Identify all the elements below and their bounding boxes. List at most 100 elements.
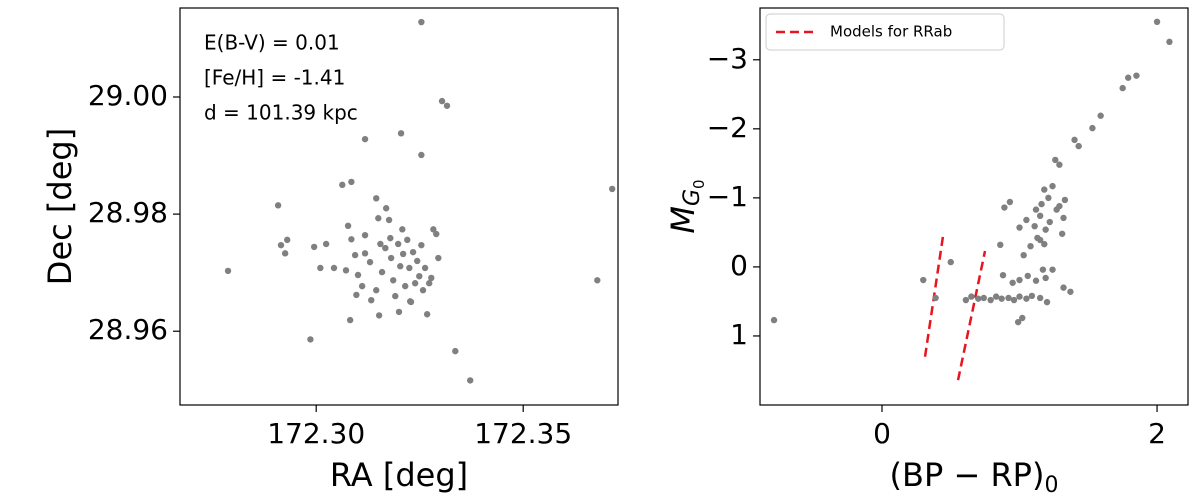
point <box>404 236 411 244</box>
point <box>1006 198 1014 206</box>
point <box>1052 156 1059 164</box>
point <box>609 185 616 193</box>
point <box>399 250 407 258</box>
point <box>351 251 359 259</box>
point <box>947 258 954 266</box>
point <box>1036 236 1044 244</box>
point <box>428 274 435 282</box>
point <box>467 377 474 384</box>
point <box>366 258 374 266</box>
point <box>1058 230 1066 237</box>
point <box>1153 18 1161 26</box>
point <box>1032 206 1040 213</box>
point <box>968 293 975 300</box>
point <box>344 222 352 230</box>
annotation: E(B-V) = 0.01 <box>204 31 340 55</box>
y-tick-label: 28.98 <box>88 196 168 229</box>
point <box>438 97 446 105</box>
point <box>1019 314 1026 322</box>
point <box>419 287 427 294</box>
point <box>411 280 419 287</box>
label-part: 0 <box>690 179 708 189</box>
point <box>1067 288 1074 295</box>
axes-frame <box>179 7 619 406</box>
point <box>1049 182 1056 190</box>
point <box>339 181 346 189</box>
point <box>348 236 355 243</box>
point <box>382 244 389 252</box>
point <box>997 241 1004 249</box>
point <box>406 298 414 305</box>
point <box>1166 38 1173 46</box>
point <box>284 236 291 244</box>
point <box>361 250 369 257</box>
point <box>414 257 421 265</box>
point <box>980 294 987 302</box>
point <box>1042 226 1049 233</box>
point <box>1010 296 1018 304</box>
point <box>378 268 386 276</box>
point <box>992 293 1000 300</box>
point <box>394 240 402 248</box>
point <box>1089 124 1096 132</box>
point <box>1028 292 1036 300</box>
point <box>1042 274 1049 282</box>
point <box>392 292 399 300</box>
point <box>998 295 1005 302</box>
y-tick-label: 28.96 <box>88 313 168 346</box>
point <box>375 312 383 319</box>
point <box>358 282 366 290</box>
point <box>975 295 982 302</box>
point <box>397 130 405 137</box>
point <box>443 102 451 109</box>
point <box>1016 276 1023 284</box>
point <box>277 241 285 249</box>
point <box>373 287 380 294</box>
point <box>1032 277 1040 284</box>
point <box>1119 84 1126 92</box>
point <box>423 311 431 318</box>
point <box>999 271 1007 279</box>
point <box>402 282 409 290</box>
point <box>377 240 384 248</box>
y-tick-label: −3 <box>707 42 748 75</box>
label-part: (BP − RP) <box>890 456 1045 494</box>
label-part: M <box>664 206 702 234</box>
point <box>281 250 289 257</box>
x-tick-label: 2 <box>1148 417 1166 450</box>
point <box>1031 222 1038 230</box>
point <box>1041 186 1048 193</box>
point <box>1045 194 1052 202</box>
point <box>1124 74 1132 81</box>
point <box>353 291 360 299</box>
legend: Models for RRab <box>765 13 1005 51</box>
point <box>1049 266 1056 273</box>
point <box>1097 112 1104 119</box>
point <box>433 230 440 238</box>
point <box>987 296 994 304</box>
point <box>387 254 395 262</box>
point <box>385 216 393 224</box>
point <box>361 135 369 143</box>
point <box>426 280 433 287</box>
point <box>387 234 394 242</box>
point <box>1014 318 1022 326</box>
point <box>1060 284 1067 291</box>
point <box>1023 295 1030 302</box>
point <box>354 271 362 279</box>
x-tick-label: 172.35 <box>474 417 572 450</box>
point <box>418 18 425 26</box>
y-tick-label: 29.00 <box>88 79 168 112</box>
point <box>1056 202 1063 210</box>
y-tick-label: 1 <box>730 318 748 351</box>
point <box>932 294 939 302</box>
point <box>421 264 429 272</box>
label-part: G <box>680 189 705 206</box>
point <box>373 195 380 202</box>
x-axis-label: (BP − RP)0 <box>890 456 1059 498</box>
point <box>1133 72 1140 79</box>
x-axis-label: RA [deg] <box>330 456 468 494</box>
panel: 172.30 172.35 28.96 28.98 29.00 RA [deg] Dec [… <box>41 7 619 494</box>
axes-frame <box>759 7 1189 406</box>
